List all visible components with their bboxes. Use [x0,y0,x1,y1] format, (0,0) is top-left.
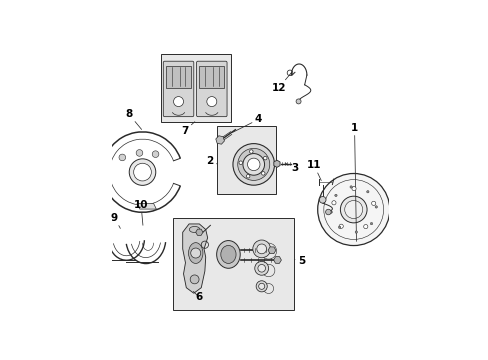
Circle shape [323,180,383,239]
Circle shape [319,197,325,203]
Circle shape [152,151,159,157]
Text: 11: 11 [306,160,321,181]
Circle shape [369,222,372,225]
Text: 12: 12 [271,73,291,93]
Circle shape [351,186,355,191]
Polygon shape [137,203,156,209]
Text: 5: 5 [294,256,305,266]
Polygon shape [183,224,207,293]
Text: 4: 4 [232,114,262,132]
FancyBboxPatch shape [173,219,293,310]
FancyBboxPatch shape [163,61,193,117]
Circle shape [338,224,343,228]
Circle shape [258,283,264,289]
Text: 10: 10 [134,201,148,225]
Circle shape [344,201,362,219]
Text: 9: 9 [111,213,120,228]
FancyBboxPatch shape [216,126,276,194]
Circle shape [239,161,242,165]
Circle shape [263,156,266,160]
Circle shape [237,148,269,180]
Circle shape [133,163,151,181]
Circle shape [232,144,274,185]
Circle shape [249,150,253,153]
Circle shape [243,154,264,175]
Circle shape [190,248,200,258]
Circle shape [190,275,199,284]
Circle shape [334,194,336,197]
Circle shape [173,96,183,107]
Circle shape [354,231,357,233]
Circle shape [349,186,351,188]
Text: 8: 8 [125,109,142,130]
Circle shape [366,190,368,193]
Ellipse shape [221,246,236,264]
Circle shape [136,150,142,156]
Text: 3: 3 [285,163,298,174]
Circle shape [246,175,249,178]
Circle shape [257,265,265,272]
FancyBboxPatch shape [196,61,226,117]
FancyBboxPatch shape [166,66,191,88]
Circle shape [261,172,264,175]
Circle shape [363,225,367,229]
FancyBboxPatch shape [199,66,224,88]
Text: 7: 7 [181,122,194,135]
Circle shape [374,206,377,208]
Circle shape [256,281,267,292]
Circle shape [295,99,301,104]
Circle shape [206,96,216,107]
FancyBboxPatch shape [160,54,231,122]
Circle shape [247,158,260,171]
Circle shape [129,159,156,185]
Circle shape [338,226,340,229]
Ellipse shape [188,243,203,264]
Text: 2: 2 [206,156,217,166]
Ellipse shape [216,240,240,268]
Circle shape [254,261,268,275]
Circle shape [331,201,335,205]
Circle shape [317,174,389,246]
Circle shape [325,209,330,215]
Text: 6: 6 [193,292,202,302]
Circle shape [329,211,332,213]
Circle shape [256,244,266,254]
Circle shape [340,196,366,223]
Circle shape [252,240,270,258]
Circle shape [371,201,375,206]
Ellipse shape [189,226,200,233]
Text: 1: 1 [350,123,357,242]
Circle shape [119,154,125,161]
